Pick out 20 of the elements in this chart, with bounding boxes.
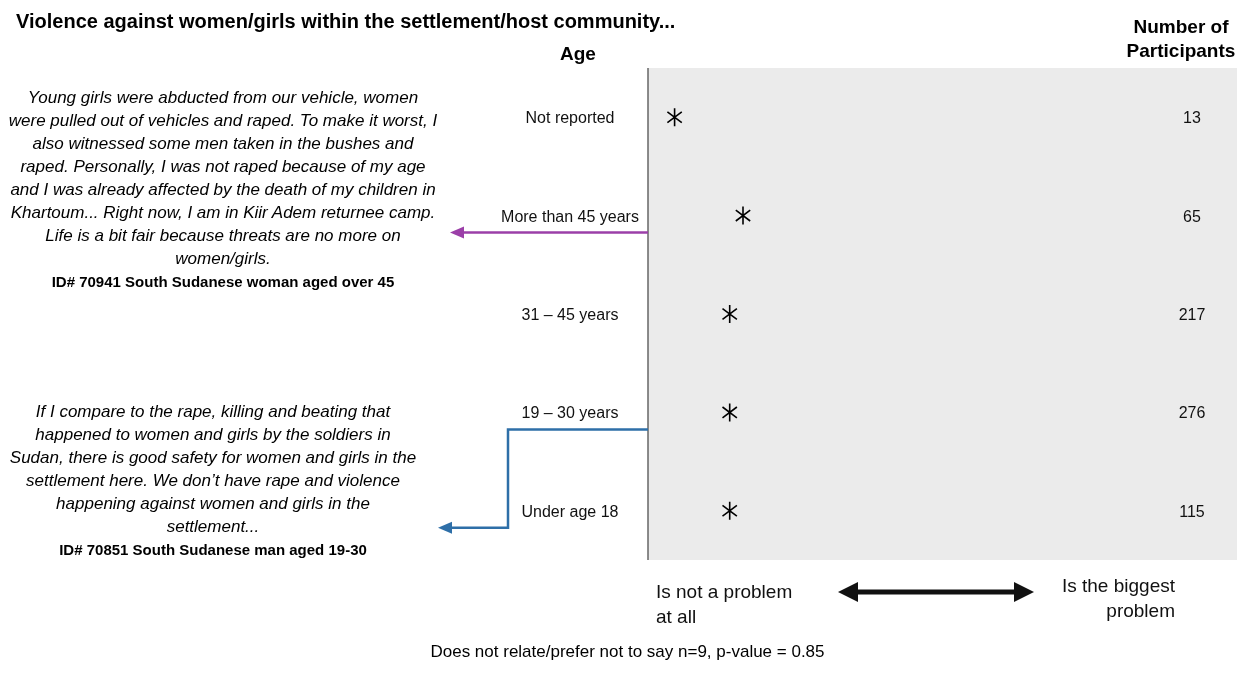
text: ID# 70851 South Sudanese man aged 19-30 — [58, 540, 368, 560]
y-tick-label: 31 – 45 years — [521, 306, 619, 323]
y2-tick-label: 65 — [1183, 207, 1201, 225]
text: Number of Participants — [1126, 16, 1236, 61]
text: Is not a problem at all — [656, 581, 793, 627]
text: Is the biggest problem — [1061, 575, 1176, 621]
text: ID# 70941 South Sudanese woman aged over 45 — [50, 272, 396, 292]
y2-tick-label: 217 — [1178, 306, 1206, 323]
y-tick-label: Under age 18 — [521, 502, 619, 520]
y-tick-label: 19 – 30 years — [521, 404, 619, 422]
y-tick-label: More than 45 years — [501, 207, 639, 225]
text: Violence against women/girls within the settlement/host community... — [16, 10, 676, 32]
y2-tick-label: 13 — [1183, 109, 1201, 127]
text: Does not relate/prefer not to say n=9, p-value = 0.85 — [429, 642, 826, 662]
text: If I compare to the rape, killing and beating that happened to women and girls by the soldiers in Sudan, there is good safety for women and girls in the settlement here. We don’t have rape and violence happening against women and girls in the settlement... — [9, 402, 417, 536]
y2-tick-label: 276 — [1178, 404, 1206, 422]
y-axis-title: Age — [560, 43, 596, 64]
y2-tick-label: 115 — [1179, 502, 1205, 520]
text: Young girls were abducted from our vehicle, women were pulled out of vehicles and raped. To make it worst, I also witnessed some men taken in the bushes and raped. Personally, I was not raped because of my age and I was already affected by the death of my children in Khartoum... Right now, I am in Kiir Adem returnee camp. Life is a bit fair because threats are no more on women/girls. — [8, 88, 438, 268]
y-tick-label: Not reported — [525, 109, 615, 127]
